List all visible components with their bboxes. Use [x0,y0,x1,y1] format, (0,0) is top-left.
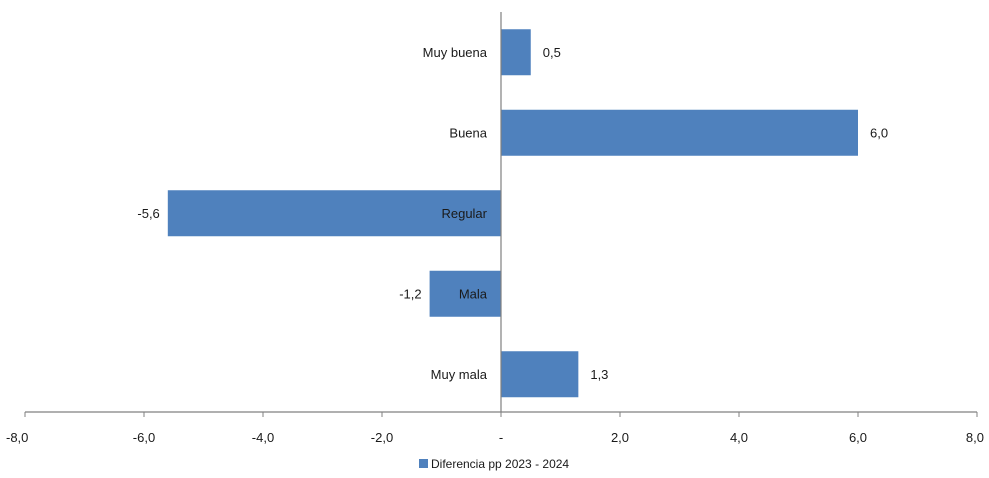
value-label: 6,0 [870,125,888,140]
category-label: Buena [449,125,487,140]
category-label: Regular [441,206,487,221]
x-tick-label: -8,0 [6,430,28,445]
legend-swatch [419,459,428,468]
bar-mala [429,270,501,317]
bar-muy-mala [501,351,579,398]
x-tick-label: 6,0 [849,430,867,445]
x-tick-label: -2,0 [371,430,393,445]
labels: Muy buena 0,5 Buena 6,0 Regular -5,6 Mala -1,2 M… [137,45,888,382]
x-tick-label: -6,0 [133,430,155,445]
x-tick-label: - [499,430,503,445]
axes: -8,0 -6,0 -4,0 -2,0-2,0 4,0 6,0 8,0 [6,12,984,445]
category-label: Mala [459,286,488,301]
category-label: Muy buena [423,45,488,60]
value-label: -5,6 [137,206,159,221]
value-label: -1,2 [399,286,421,301]
legend-label: Diferencia pp 2023 - 2024 [431,457,569,471]
value-label: 0,5 [543,45,561,60]
bars [167,29,858,398]
x-tick-label: 4,0 [730,430,748,445]
bar-muy-buena [501,29,531,76]
legend: Diferencia pp 2023 - 2024 [419,457,569,471]
value-label: 1,3 [590,367,608,382]
x-tick-label: 2,0 [611,430,629,445]
category-label: Muy mala [431,367,488,382]
x-tick-label: 8,0 [966,430,984,445]
x-tick-label: -4,0 [252,430,274,445]
bar-buena [501,109,858,156]
bar-regular [167,190,502,237]
